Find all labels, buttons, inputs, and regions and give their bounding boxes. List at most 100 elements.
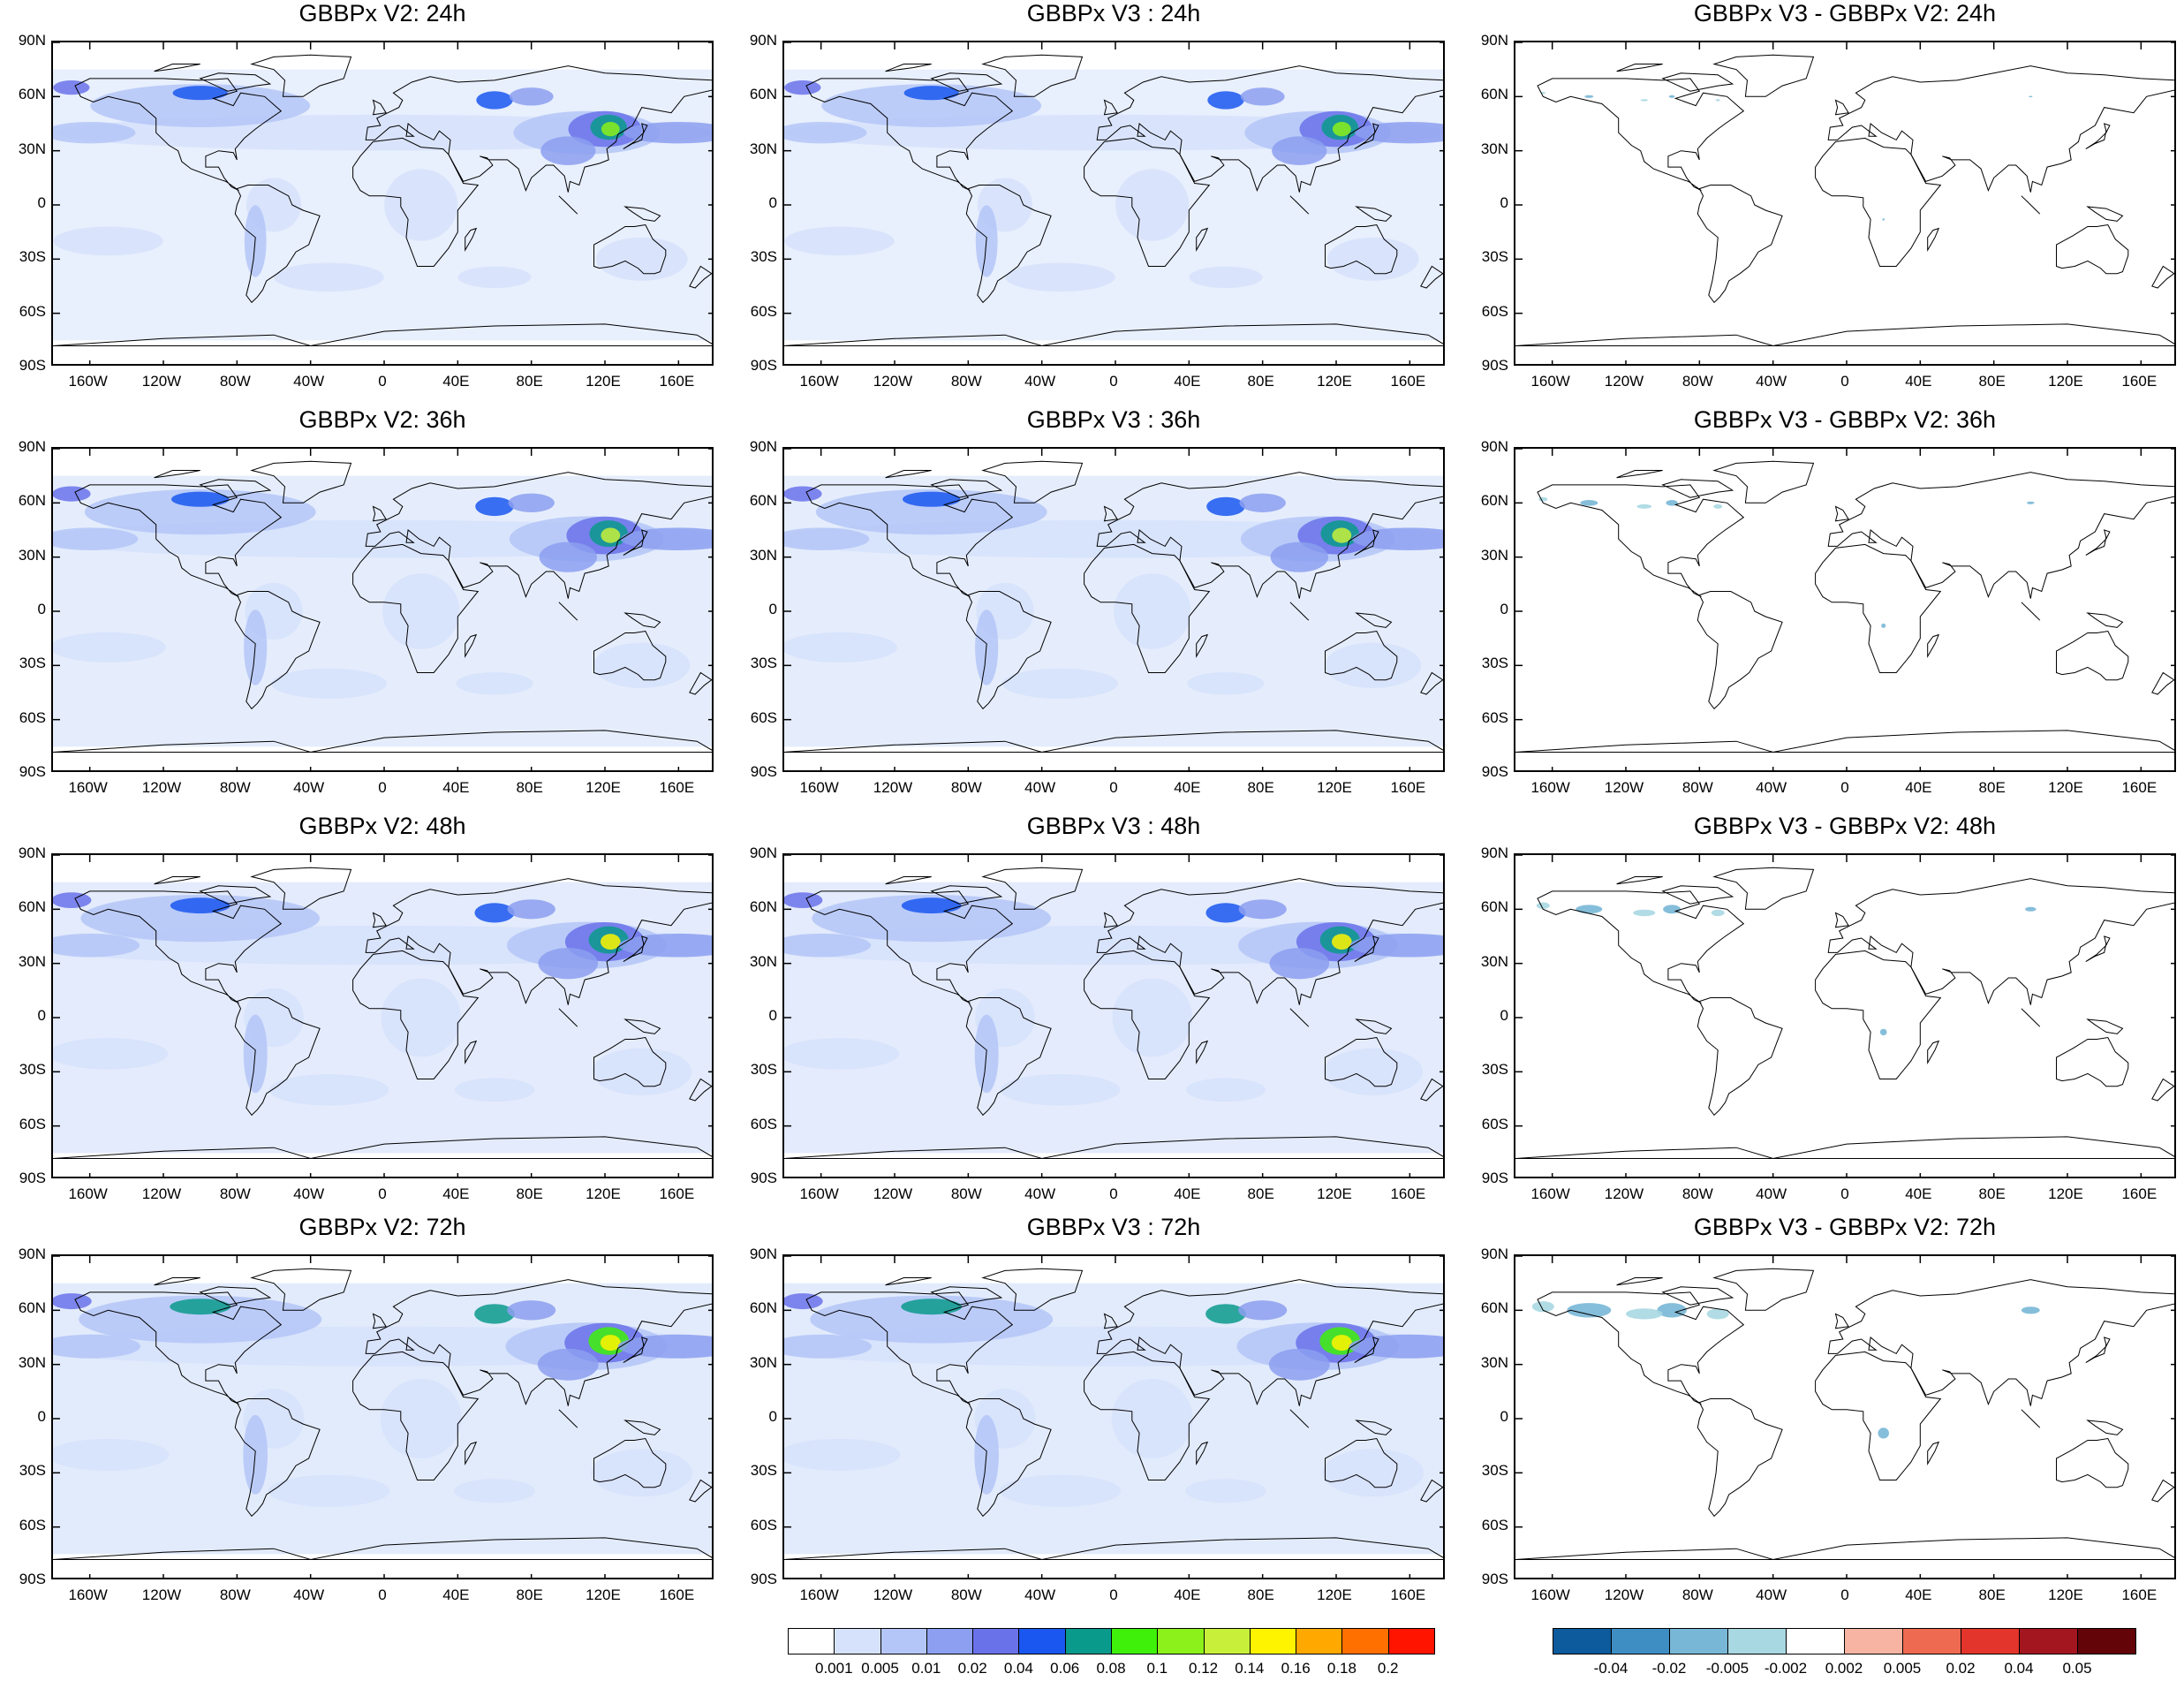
concentration-plume <box>591 1449 692 1497</box>
lat-tick-label: 30N <box>18 140 46 157</box>
colorbar-swatch <box>1387 1628 1435 1654</box>
colorbar-swatch <box>1111 1628 1159 1654</box>
lon-tick-label: 40E <box>442 779 470 796</box>
concentration-plume <box>53 226 163 256</box>
lat-tick-label: 90N <box>1480 1246 1508 1262</box>
colorbar-label: 0.14 <box>1235 1660 1265 1677</box>
map-canvas <box>53 449 712 770</box>
lon-tick-label: 160E <box>2121 779 2158 796</box>
coastline <box>365 1279 712 1406</box>
coastline <box>1697 591 1783 710</box>
lat-tick-label: 60S <box>1481 302 1508 320</box>
colorbar-swatch <box>2077 1628 2136 1654</box>
concentration-plume <box>1270 541 1328 572</box>
lat-tick-label: 30S <box>1481 655 1508 672</box>
coastline <box>965 591 1052 710</box>
coastline <box>365 65 712 193</box>
coastline <box>1196 1040 1209 1064</box>
colorbar-swatch <box>926 1628 974 1654</box>
lat-tick-label: 90S <box>750 763 777 780</box>
lon-tick-label: 80W <box>950 1185 982 1202</box>
coastline <box>1325 223 1398 275</box>
coastline <box>1815 950 1942 1079</box>
concentration-plume <box>1206 496 1245 517</box>
lon-tick-label: 120W <box>1604 1185 1644 1202</box>
lon-tick-label: 120E <box>1317 1586 1352 1603</box>
difference-plume <box>1666 500 1678 506</box>
coastline <box>1661 72 1734 92</box>
panel-title: GBBPx V3 - GBBPx V2: 72h <box>1693 1214 1997 1240</box>
map-canvas <box>1515 1256 2174 1578</box>
map-panel: GBBPx V2: 48h 90N 60N 30N 0 30S 60S 90S 160W 120W… <box>19 813 714 1214</box>
coastline <box>465 1441 478 1465</box>
lon-tick-label: 80W <box>950 373 982 390</box>
coastline <box>1084 1351 1211 1480</box>
difference-plume <box>1640 99 1648 102</box>
map-panel: GBBPx V3 : 72h 90N 60N 30N 0 30S 60S 90S 160W 120… <box>750 1214 1445 1615</box>
coastline <box>623 1420 661 1435</box>
coastline <box>981 867 1084 910</box>
lat-tick-label: 0 <box>768 194 777 211</box>
concentration-plume <box>1349 1334 1443 1359</box>
coastline <box>372 505 387 522</box>
difference-plume <box>2025 906 2037 912</box>
coastline <box>623 123 648 150</box>
colorbar-swatch <box>1064 1628 1112 1654</box>
colorbar-swatch <box>1249 1628 1297 1654</box>
concentration-plume <box>53 1293 92 1310</box>
coastline <box>2151 671 2174 695</box>
coastline <box>1697 185 1783 304</box>
lon-tick-label: 40E <box>442 1185 470 1202</box>
coastline <box>1354 1336 1379 1364</box>
lon-tick-label: 160E <box>1390 1185 1426 1202</box>
lat-tick-label: 90N <box>749 32 777 49</box>
coastline <box>250 1268 352 1311</box>
coastline <box>352 137 480 267</box>
concentration-plume <box>53 1334 140 1359</box>
colorbar-swatch <box>880 1628 927 1654</box>
colorbar-swatch <box>1553 1628 1612 1654</box>
concentration-colorbar: 0.001 0.005 0.01 0.02 0.04 0.06 0.08 0.1 0.12 0.1… <box>788 1628 1435 1681</box>
lon-tick-label: 160E <box>659 1185 695 1202</box>
difference-plume <box>1668 95 1675 98</box>
difference-plume <box>1584 95 1594 98</box>
map-canvas <box>1515 855 2174 1177</box>
lon-tick-label: 40W <box>1024 1185 1056 1202</box>
lat-tick-label: 60N <box>18 1299 46 1317</box>
lon-tick-label: 160W <box>68 1185 108 1202</box>
concentration-plume <box>271 668 387 699</box>
coastline <box>623 935 648 963</box>
colorbar-label: 0.002 <box>1825 1660 1863 1677</box>
concentration-plume <box>815 488 1047 535</box>
lon-tick-label: 80W <box>219 1185 251 1202</box>
lat-tick-label: 30N <box>18 952 46 970</box>
lon-tick-label: 120W <box>1604 373 1644 390</box>
map-canvas <box>784 449 1443 770</box>
lat-tick-label: 0 <box>768 1007 777 1024</box>
coastline <box>1712 1268 1815 1311</box>
coastline <box>1834 505 1849 522</box>
lon-tick-label: 40W <box>1756 1586 1787 1603</box>
colorbar-label: 0.01 <box>911 1660 941 1677</box>
coastline <box>352 543 480 673</box>
concentration-plume <box>474 903 515 923</box>
lon-tick-label: 80W <box>950 1586 982 1603</box>
panel-title: GBBPx V2: 48h <box>299 813 466 839</box>
lon-tick-label: 0 <box>378 373 387 390</box>
coastline <box>1661 885 1734 905</box>
concentration-plume <box>1185 1479 1266 1503</box>
concentration-plume <box>1351 527 1443 550</box>
coastline <box>2021 1409 2041 1428</box>
coastline <box>1325 1036 1398 1087</box>
coastline <box>465 1040 478 1064</box>
concentration-plume <box>1268 1348 1330 1381</box>
lat-tick-label: 60N <box>749 898 777 916</box>
colorbar-swatch <box>1018 1628 1066 1654</box>
coastline <box>2021 602 2041 621</box>
map-panel: GBBPx V2: 72h 90N 60N 30N 0 30S 60S 90S 160W 120W… <box>19 1214 714 1615</box>
coastline <box>805 1291 1014 1405</box>
lon-tick-label: 40E <box>1905 1586 1932 1603</box>
coastline <box>930 1286 1003 1306</box>
colorbar-label: 0.02 <box>1946 1660 1976 1677</box>
lat-tick-label: 30S <box>19 248 46 266</box>
